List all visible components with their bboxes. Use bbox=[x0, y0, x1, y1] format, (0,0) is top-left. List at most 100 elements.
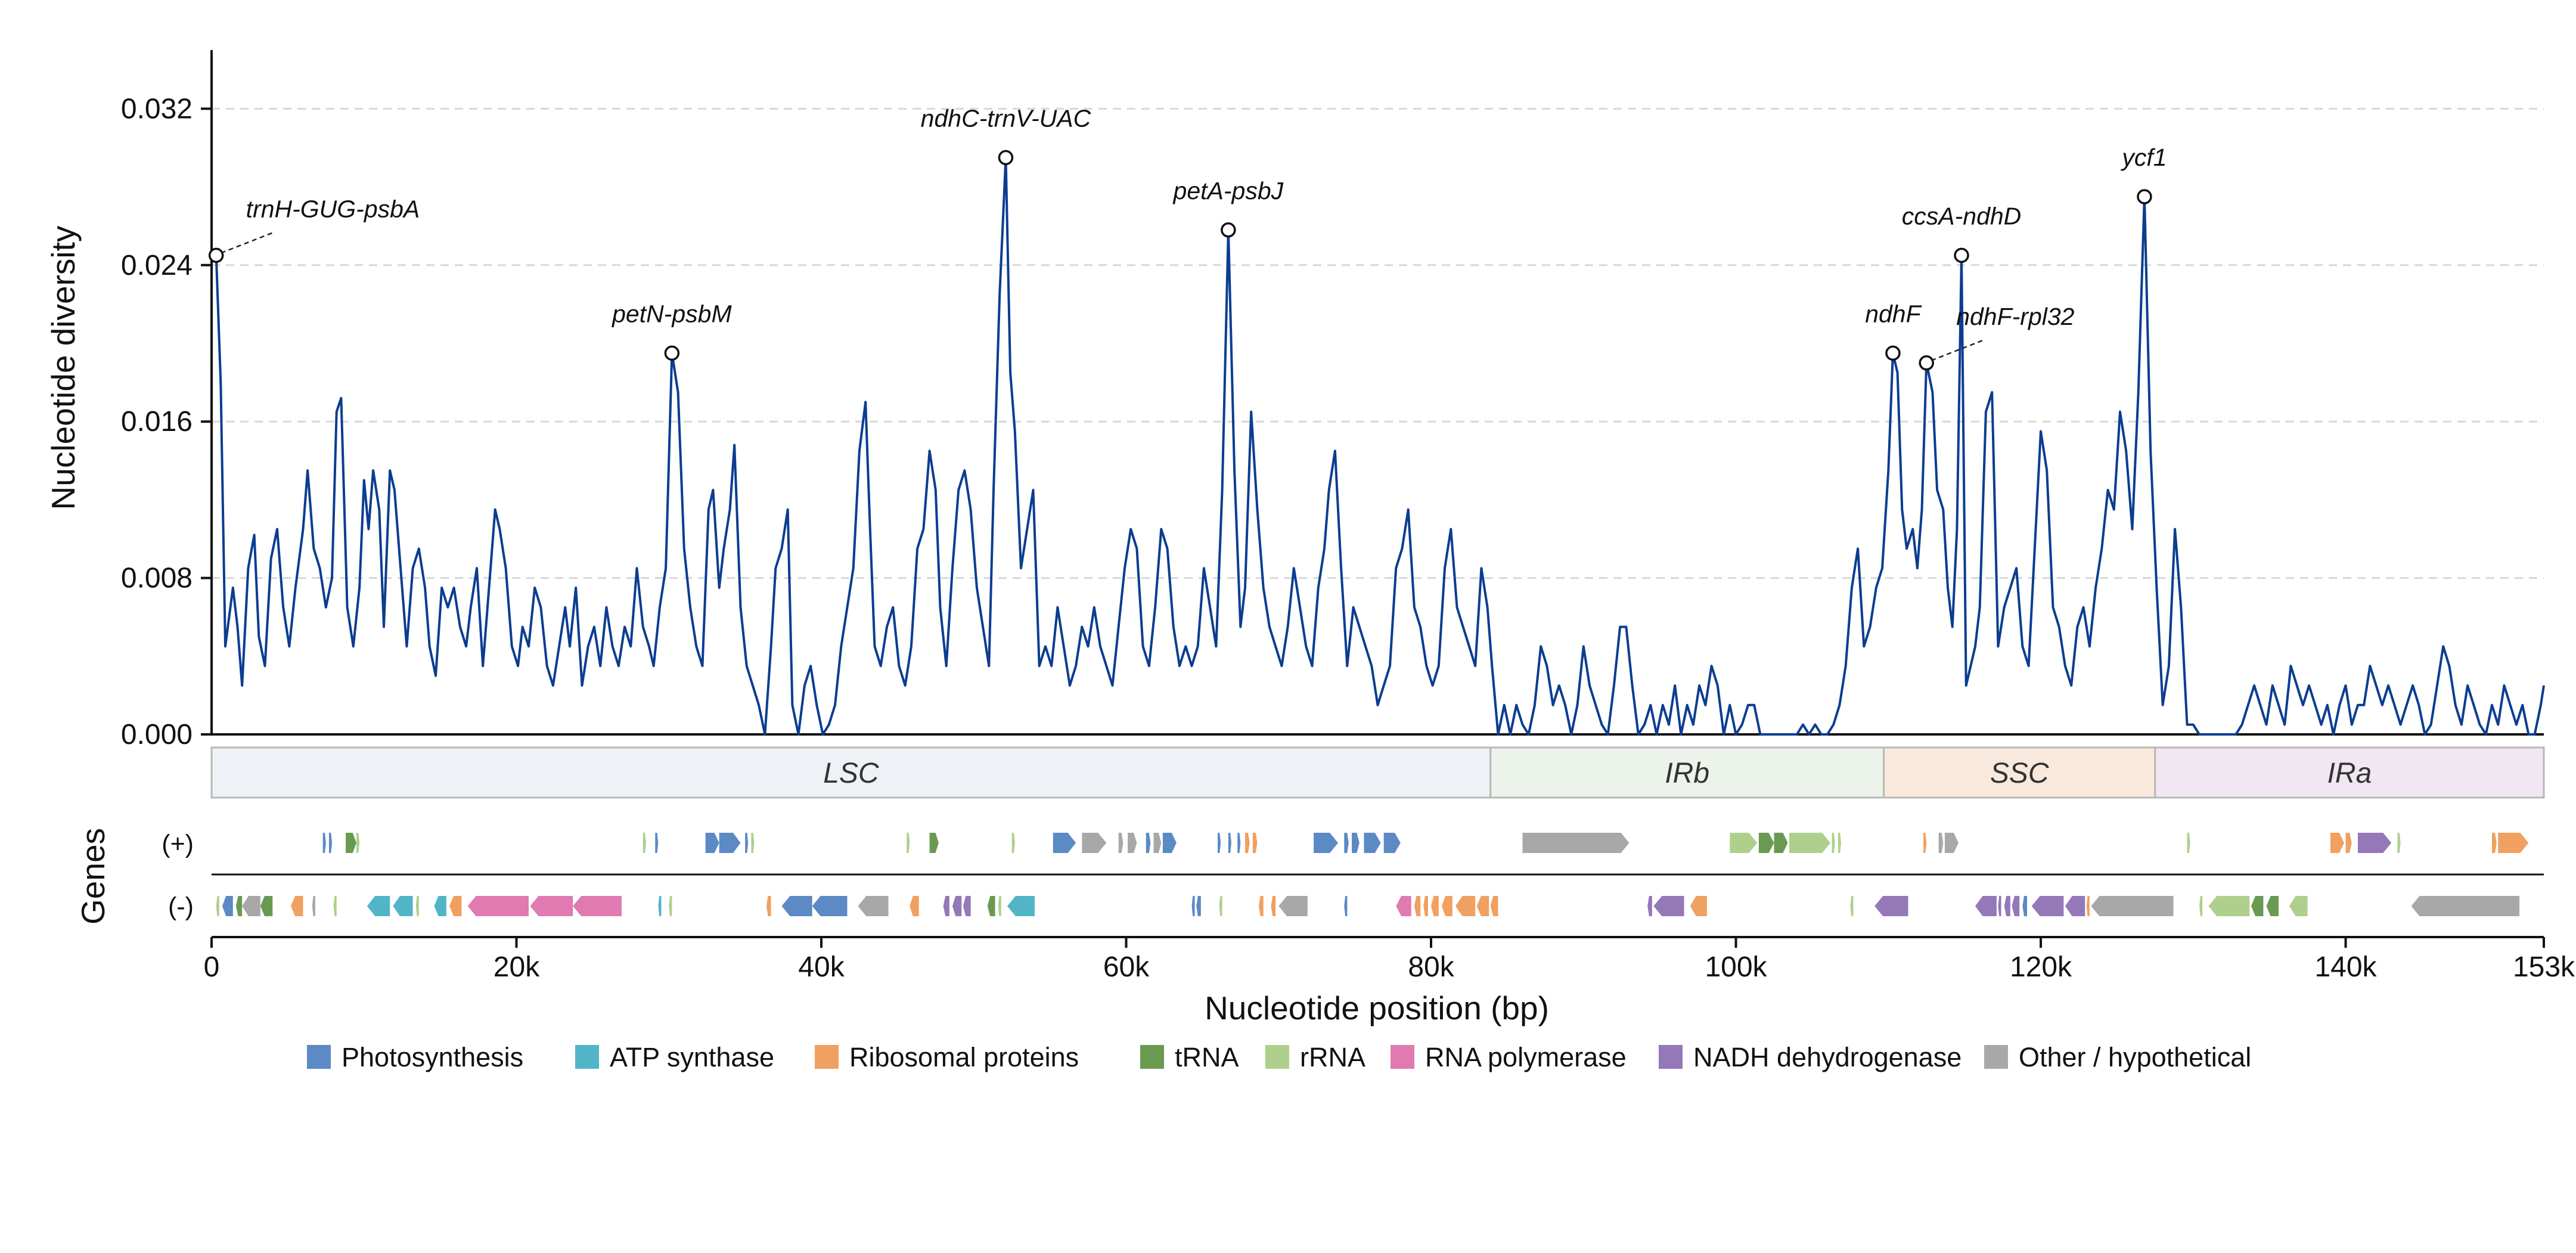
diversity-series bbox=[215, 156, 2545, 736]
peak-marker bbox=[1919, 355, 1934, 371]
legend-label: Photosynthesis bbox=[342, 1042, 523, 1072]
legend-label: ATP synthase bbox=[610, 1042, 774, 1072]
gene-minus bbox=[1278, 896, 1308, 916]
gene-plus bbox=[1314, 833, 1339, 853]
legend-label: tRNA bbox=[1175, 1042, 1239, 1072]
gene-plus bbox=[1938, 833, 1944, 853]
gene-minus bbox=[1850, 896, 1854, 916]
gene-minus bbox=[1998, 896, 2001, 916]
gene-plus bbox=[929, 833, 939, 853]
gene-minus bbox=[434, 896, 446, 916]
gene-plus bbox=[1153, 833, 1162, 853]
gene-plus bbox=[1011, 833, 1015, 853]
gene-minus bbox=[1431, 896, 1439, 916]
gene-minus bbox=[1653, 896, 1684, 916]
gene-minus bbox=[658, 896, 662, 916]
gene-minus bbox=[216, 896, 219, 916]
gene-plus bbox=[2357, 833, 2392, 853]
peak-label: ndhF-rpl32 bbox=[1956, 303, 2074, 330]
y-tick-label: 0.032 bbox=[121, 93, 193, 125]
gene-minus bbox=[910, 896, 919, 916]
region-band bbox=[210, 746, 1492, 799]
gene-minus bbox=[1490, 896, 1498, 916]
gene-plus bbox=[2345, 833, 2352, 853]
gene-plus bbox=[346, 833, 356, 853]
gene-minus bbox=[1441, 896, 1453, 916]
gene-minus bbox=[1219, 896, 1222, 916]
gene-plus bbox=[1146, 833, 1151, 853]
gene-plus bbox=[328, 833, 333, 853]
strand-label-minus: (-) bbox=[168, 892, 194, 921]
gene-plus bbox=[356, 833, 360, 853]
gene-minus bbox=[1647, 896, 1652, 916]
gene-minus bbox=[1344, 896, 1348, 916]
gene-plus bbox=[322, 833, 326, 853]
gene-minus bbox=[1690, 896, 1707, 916]
gene-plus bbox=[1923, 833, 1927, 853]
gene-minus bbox=[952, 896, 962, 916]
peak-label: petN-psbM bbox=[611, 300, 732, 327]
gene-minus bbox=[367, 896, 390, 916]
gene-plus bbox=[1352, 833, 1360, 853]
gene-plus bbox=[2397, 833, 2401, 853]
peak-marker bbox=[1221, 222, 1236, 238]
legend-swatch bbox=[1265, 1045, 1289, 1069]
gene-plus bbox=[1774, 833, 1788, 853]
gene-minus bbox=[1271, 896, 1276, 916]
gene-minus bbox=[290, 896, 303, 916]
gene-plus bbox=[2187, 833, 2190, 853]
gene-minus bbox=[573, 896, 622, 916]
x-tick-label: 60k bbox=[1103, 951, 1150, 983]
gene-minus bbox=[2065, 896, 2085, 916]
gene-minus bbox=[2022, 896, 2028, 916]
gene-plus bbox=[1522, 833, 1630, 853]
gene-minus bbox=[943, 896, 949, 916]
peak-label: ndhC-trnV-UAC bbox=[921, 104, 1091, 132]
peak-label: ycf1 bbox=[2120, 144, 2167, 171]
gene-plus bbox=[1832, 833, 1835, 853]
x-tick-label: 140k bbox=[2314, 951, 2377, 983]
gene-minus bbox=[858, 896, 889, 916]
gene-minus bbox=[415, 896, 419, 916]
gene-minus bbox=[333, 896, 337, 916]
gene-minus bbox=[2411, 896, 2520, 916]
legend-swatch bbox=[1659, 1045, 1683, 1069]
peak-leader bbox=[221, 232, 274, 254]
y-tick-label: 0.008 bbox=[121, 563, 193, 594]
peak-annotations: trnH-GUG-psbA petN-psbM ndhC-trnV-UAC petA-… bbox=[208, 104, 2167, 371]
gene-tracks bbox=[216, 833, 2529, 916]
gene-plus bbox=[1217, 833, 1221, 853]
gene-minus bbox=[2289, 896, 2308, 916]
peak-marker bbox=[2137, 189, 2152, 204]
gene-minus bbox=[766, 896, 771, 916]
gene-minus bbox=[1191, 896, 1195, 916]
legend-label: Other / hypothetical bbox=[2019, 1042, 2251, 1072]
peak-marker bbox=[1954, 247, 1969, 263]
peak-label: trnH-GUG-psbA bbox=[246, 195, 420, 222]
gene-minus bbox=[1455, 896, 1476, 916]
gene-minus bbox=[1196, 896, 1201, 916]
gene-plus bbox=[719, 833, 741, 853]
gridlines bbox=[212, 107, 2544, 579]
gene-plus bbox=[2492, 833, 2497, 853]
gene-minus bbox=[1975, 896, 1997, 916]
legend-label: rRNA bbox=[1300, 1042, 1365, 1072]
gene-minus bbox=[963, 896, 971, 916]
diversity-line bbox=[215, 156, 2545, 736]
gene-minus bbox=[998, 896, 1001, 916]
gene-plus bbox=[1944, 833, 1959, 853]
gene-minus bbox=[1007, 896, 1035, 916]
gene-minus bbox=[2199, 896, 2203, 916]
gene-minus bbox=[1396, 896, 1411, 916]
gene-minus bbox=[393, 896, 413, 916]
region-label: IRa bbox=[2327, 758, 2372, 789]
gene-minus bbox=[1259, 896, 1264, 916]
gene-plus bbox=[907, 833, 910, 853]
legend-swatch bbox=[1391, 1045, 1414, 1069]
legend-label: RNA polymerase bbox=[1425, 1042, 1627, 1072]
peak-marker bbox=[664, 345, 680, 361]
axes: 0.000 0.008 0.016 0.024 0.032 0 20k 40k 60k 80k 10… bbox=[121, 50, 2575, 983]
gene-plus bbox=[745, 833, 749, 853]
gene-plus bbox=[1252, 833, 1258, 853]
